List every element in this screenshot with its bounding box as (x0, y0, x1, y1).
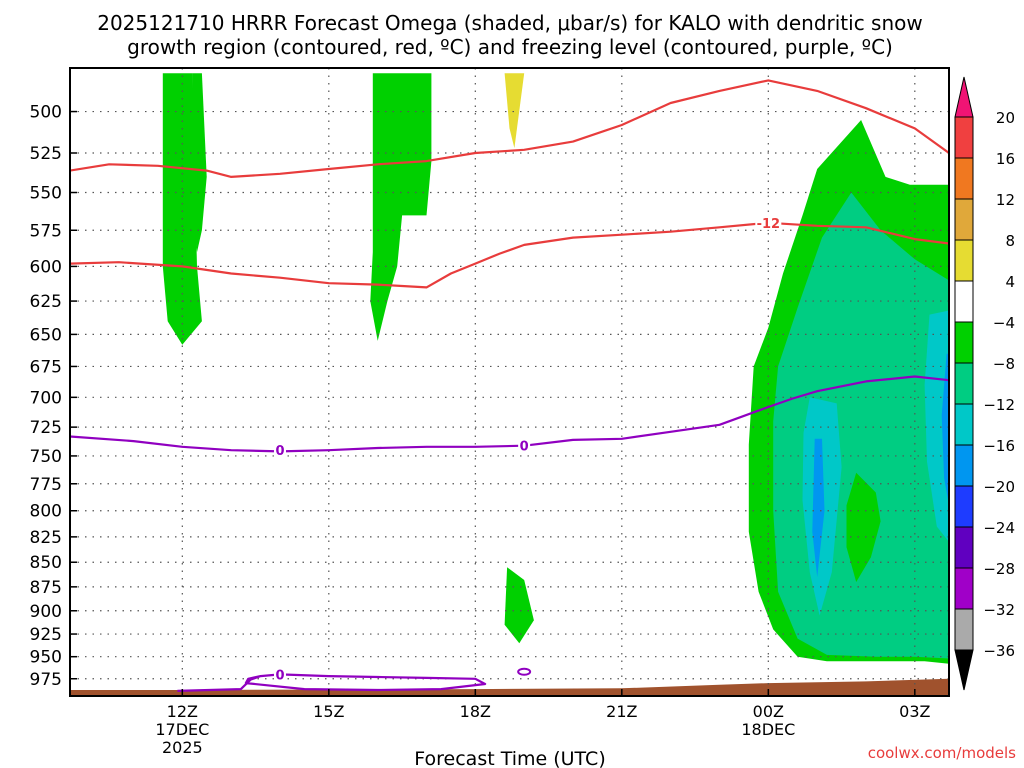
colorbar-bin-2 (954, 157, 974, 200)
colorbar-bin-4 (954, 239, 974, 282)
colorbar-label-4: 4 (1005, 273, 1015, 291)
freezing-level-1 (177, 673, 487, 692)
freezing-level-label: 0 (520, 440, 529, 455)
omega-region-2 (370, 73, 432, 341)
omega-region-7 (846, 472, 881, 582)
colorbar-label-6: −8 (993, 355, 1015, 373)
y-tick-label-850: 850 (30, 553, 62, 573)
colorbar-label-1: 16 (996, 150, 1015, 168)
colorbar-bin-1 (954, 116, 974, 159)
y-tick-label-875: 875 (30, 578, 62, 598)
colorbar-label-11: −28 (983, 560, 1015, 578)
dgz-contour-0 (70, 221, 949, 289)
omega-region-3 (504, 73, 525, 149)
terrain-fill (70, 678, 949, 696)
colorbar-label-0: 20 (996, 109, 1015, 127)
freezing-label-bg (273, 443, 286, 458)
colorbar-label-2: 12 (996, 191, 1015, 209)
colorbar-cap-top (954, 76, 974, 118)
colorbar-bin-8 (954, 403, 974, 446)
x-tick-label-12-2: 2025 (162, 738, 203, 757)
colorbar-label-13: −36 (983, 642, 1015, 660)
colorbar-bin-6 (954, 321, 974, 364)
freezing-level-0 (70, 375, 949, 453)
y-tick-label-500: 500 (30, 103, 62, 123)
omega-region-1 (192, 73, 207, 253)
plot-frame (69, 67, 950, 697)
y-tick-label-925: 925 (30, 625, 62, 645)
x-tick-label-24-0: 00Z (753, 702, 784, 721)
y-tick-label-900: 900 (30, 602, 62, 622)
colorbar-label-3: 8 (1005, 232, 1015, 250)
freezing-level-blob (517, 667, 532, 676)
dgz-contour-1 (70, 79, 949, 178)
x-tick-label-24-1: 18DEC (741, 720, 795, 739)
x-tick-label-27-0: 03Z (899, 702, 930, 721)
x-axis-label: Forecast Time (UTC) (414, 748, 605, 768)
colorbar-cap-bottom (954, 649, 974, 691)
omega-region-4 (504, 567, 534, 644)
y-tick-label-675: 675 (30, 357, 62, 377)
freezing-label-bg (273, 667, 286, 682)
colorbar-label-12: −32 (983, 601, 1015, 619)
x-tick-label-15-0: 15Z (313, 702, 344, 721)
y-tick-label-800: 800 (30, 502, 62, 522)
y-tick-label-525: 525 (30, 144, 62, 164)
colorbar-label-10: −24 (983, 519, 1015, 537)
colorbar-bin-9 (954, 444, 974, 487)
y-tick-label-825: 825 (30, 528, 62, 548)
colorbar-bin-7 (954, 362, 974, 405)
freezing-level-label: 0 (275, 444, 284, 459)
y-tick-label-950: 950 (30, 648, 62, 668)
y-tick-label-775: 775 (30, 475, 62, 495)
credit-text: coolwx.com/models (868, 744, 1016, 762)
colorbar-bin-13 (954, 608, 974, 651)
freezing-level-label: 0 (275, 668, 284, 683)
x-tick-label-12-0: 12Z (167, 702, 198, 721)
omega-region-11 (812, 438, 825, 578)
y-tick-label-975: 975 (30, 670, 62, 690)
x-tick-label-21-0: 21Z (606, 702, 637, 721)
x-tick-label-18-0: 18Z (460, 702, 491, 721)
chart-title-line-1: 2025121710 HRRR Forecast Omega (shaded, … (97, 11, 923, 35)
colorbar-bin-12 (954, 567, 974, 610)
y-tick-label-650: 650 (30, 325, 62, 345)
omega-region-8 (924, 310, 949, 542)
y-tick-label-600: 600 (30, 257, 62, 277)
colorbar-bin-5 (954, 280, 974, 323)
y-tick-label-750: 750 (30, 447, 62, 467)
dgz-contour-label: -12 (757, 217, 781, 232)
y-tick-label-625: 625 (30, 292, 62, 312)
colorbar-label-9: −20 (983, 478, 1015, 496)
y-tick-label-575: 575 (30, 221, 62, 241)
omega-region-9 (941, 353, 949, 506)
colorbar-label-8: −16 (983, 437, 1015, 455)
y-tick-label-725: 725 (30, 418, 62, 438)
colorbar-bin-11 (954, 526, 974, 569)
colorbar-bin-3 (954, 198, 974, 241)
y-tick-label-700: 700 (30, 388, 62, 408)
colorbar-label-5: −4 (993, 314, 1015, 332)
dgz-label-bg (755, 214, 782, 230)
freezing-label-bg (518, 438, 531, 453)
y-tick-label-550: 550 (30, 184, 62, 204)
colorbar-bin-10 (954, 485, 974, 528)
x-tick-label-12-1: 17DEC (155, 720, 209, 739)
chart-title-line-2: growth region (contoured, red, ºC) and f… (127, 35, 893, 59)
colorbar-label-7: −12 (983, 396, 1015, 414)
